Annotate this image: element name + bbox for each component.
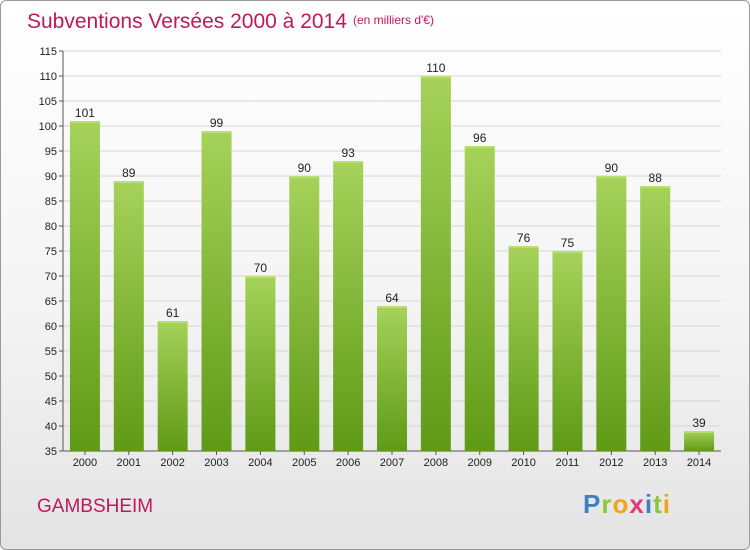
bar-highlight xyxy=(684,431,715,433)
bar xyxy=(113,181,144,451)
y-tick-label: 45 xyxy=(45,396,57,408)
bar-highlight xyxy=(333,161,364,163)
y-tick-label: 75 xyxy=(45,246,57,258)
x-tick-label: 2011 xyxy=(556,457,580,469)
bar-highlight xyxy=(508,246,539,248)
bar-highlight xyxy=(420,76,451,78)
bar-highlight xyxy=(157,321,188,323)
x-tick-label: 2010 xyxy=(511,457,535,469)
bar-value-label: 110 xyxy=(426,61,445,75)
x-tick-label: 2001 xyxy=(117,457,141,469)
y-tick-label: 50 xyxy=(45,371,57,383)
bar-highlight xyxy=(596,176,627,178)
x-tick-label: 2007 xyxy=(380,457,404,469)
bar-highlight xyxy=(552,251,583,253)
bar-highlight xyxy=(640,186,671,188)
bar xyxy=(552,251,583,451)
x-tick-label: 2009 xyxy=(467,457,491,469)
x-tick-label: 2005 xyxy=(292,457,316,469)
x-tick-label: 2000 xyxy=(73,457,97,469)
y-tick-label: 105 xyxy=(39,96,57,108)
chart-title: Subventions Versées 2000 à 2014 xyxy=(27,10,347,33)
x-tick-label: 2003 xyxy=(204,457,228,469)
bar-value-label: 101 xyxy=(75,106,95,120)
bar xyxy=(157,321,188,451)
labels: 35 40 45 50 55 60 65 70 75 80 85 90 95 100 105 110 115 10… xyxy=(39,46,712,469)
x-tick-label: 2014 xyxy=(687,457,711,469)
bar xyxy=(684,431,715,451)
bar xyxy=(420,76,451,451)
bar xyxy=(245,276,276,451)
x-tick-label: 2004 xyxy=(248,457,272,469)
y-tick-label: 80 xyxy=(45,221,57,233)
bar-highlight xyxy=(69,121,100,123)
y-tick-label: 110 xyxy=(39,71,57,83)
y-tick-label: 100 xyxy=(39,121,57,133)
bars xyxy=(69,76,715,451)
y-tick-label: 95 xyxy=(45,146,57,158)
bar xyxy=(289,176,320,451)
x-tick-label: 2013 xyxy=(643,457,667,469)
bar-value-label: 64 xyxy=(385,291,399,305)
bar xyxy=(201,131,232,451)
x-tick-label: 2008 xyxy=(424,457,448,469)
bar-highlight xyxy=(289,176,320,178)
x-tick-label: 2012 xyxy=(599,457,623,469)
bar-value-label: 93 xyxy=(341,146,355,160)
bar xyxy=(508,246,539,451)
bar-value-label: 89 xyxy=(122,166,136,180)
bar-value-label: 61 xyxy=(166,306,180,320)
x-tick-label: 2002 xyxy=(160,457,184,469)
bar-value-label: 96 xyxy=(473,131,487,145)
y-tick-label: 40 xyxy=(45,421,57,433)
bar xyxy=(640,186,671,451)
bar-value-label: 90 xyxy=(605,161,619,175)
bar-value-label: 39 xyxy=(692,416,706,430)
y-tick-label: 90 xyxy=(45,171,57,183)
y-tick-label: 65 xyxy=(45,296,57,308)
chart-unit-note: (en milliers d'€) xyxy=(353,13,434,27)
bar xyxy=(377,306,407,451)
proxiti-logo[interactable]: Proxiti xyxy=(583,489,671,519)
bar-highlight xyxy=(464,146,495,148)
bar xyxy=(596,176,627,451)
bar-value-label: 70 xyxy=(254,261,268,275)
bar xyxy=(464,146,495,451)
bar-value-label: 90 xyxy=(298,161,312,175)
y-tick-label: 115 xyxy=(39,46,57,58)
y-tick-label: 35 xyxy=(45,446,57,458)
x-tick-label: 2006 xyxy=(336,457,360,469)
bar-highlight xyxy=(245,276,276,278)
y-tick-label: 60 xyxy=(45,321,57,333)
y-tick-label: 55 xyxy=(45,346,57,358)
bar xyxy=(333,161,364,451)
bar-value-label: 88 xyxy=(649,171,663,185)
y-tick-label: 70 xyxy=(45,271,57,283)
commune-name: GAMBSHEIM xyxy=(37,496,154,517)
bar-value-label: 76 xyxy=(517,231,531,245)
bar-value-label: 75 xyxy=(561,236,575,250)
y-tick-label: 85 xyxy=(45,196,57,208)
bar-highlight xyxy=(113,181,144,183)
bar xyxy=(69,121,100,451)
bar-value-label: 99 xyxy=(210,116,224,130)
bar-highlight xyxy=(377,306,407,308)
bar-highlight xyxy=(201,131,232,133)
